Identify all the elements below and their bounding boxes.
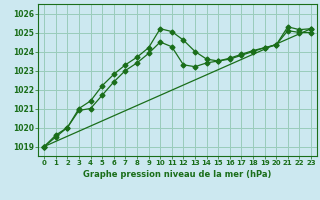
X-axis label: Graphe pression niveau de la mer (hPa): Graphe pression niveau de la mer (hPa)	[84, 170, 272, 179]
